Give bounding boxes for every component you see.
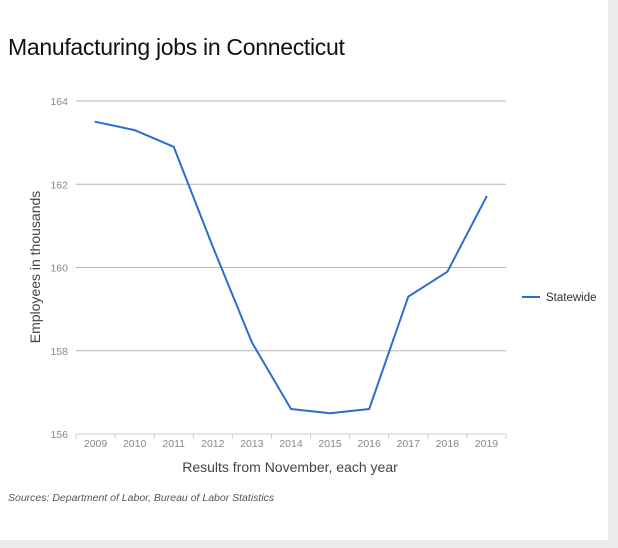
- x-tick-label: 2017: [397, 438, 421, 450]
- data-point: [171, 144, 176, 149]
- y-tick-label: 162: [50, 179, 68, 191]
- chart-card: Manufacturing jobs in Connecticut 156 158…: [0, 0, 608, 540]
- x-tick-label: 2012: [201, 438, 225, 450]
- data-point: [132, 128, 137, 133]
- data-point: [249, 340, 254, 345]
- data-point: [445, 269, 450, 274]
- y-axis-title: Employees in thousands: [27, 191, 43, 344]
- data-point: [328, 411, 333, 416]
- data-point: [406, 294, 411, 299]
- source-note: Sources: Department of Labor, Bureau of …: [8, 492, 275, 504]
- y-tick-label: 156: [50, 429, 68, 441]
- legend: Statewide: [522, 292, 597, 304]
- x-tick-label: 2016: [358, 438, 382, 450]
- data-point: [210, 244, 215, 249]
- data-point: [289, 407, 294, 412]
- y-tick-label: 160: [50, 263, 68, 275]
- x-tick-label: 2010: [123, 438, 147, 450]
- x-tick-label: 2011: [162, 438, 185, 450]
- x-tick-label: 2019: [475, 438, 499, 450]
- data-point: [367, 407, 372, 412]
- y-tick-label: 164: [50, 96, 68, 108]
- line-chart: 156 158 160 162 164 2009 2010 2011 2012 2013 2014 2…: [27, 96, 597, 475]
- legend-label: Statewide: [546, 292, 597, 304]
- x-axis-title: Results from November, each year: [182, 459, 398, 475]
- x-tick-label: 2015: [318, 438, 342, 450]
- x-tick-label: 2018: [436, 438, 460, 450]
- series: [93, 119, 489, 416]
- x-tick-label: 2009: [84, 438, 108, 450]
- y-tick-label: 158: [50, 346, 68, 358]
- data-point: [93, 119, 98, 124]
- x-tick-label: 2014: [279, 438, 303, 450]
- x-tick-label: 2013: [240, 438, 264, 450]
- chart-title: Manufacturing jobs in Connecticut: [8, 34, 345, 60]
- series-line-statewide: [94, 120, 488, 415]
- gridlines: [76, 100, 506, 435]
- data-point: [484, 194, 489, 199]
- axes: 156 158 160 162 164 2009 2010 2011 2012 2013 2014 2…: [50, 96, 507, 450]
